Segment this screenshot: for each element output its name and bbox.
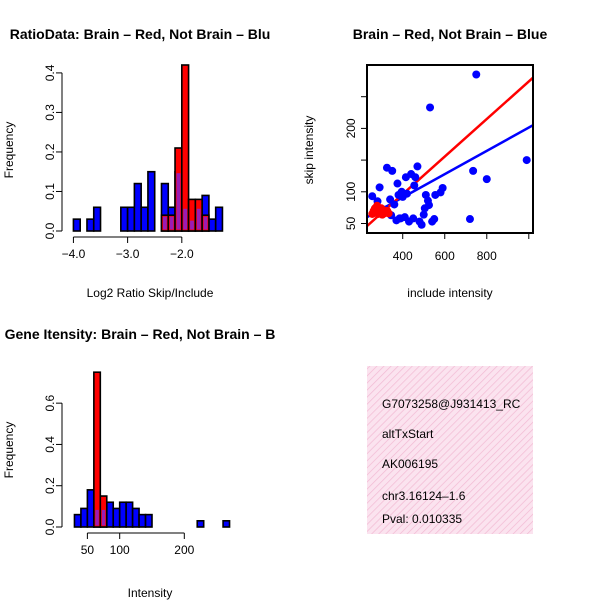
x-tick-label: 600 <box>435 249 455 263</box>
not-brain-point <box>438 183 447 192</box>
x-tick-label: 100 <box>110 543 130 557</box>
overlap-bar <box>203 216 208 230</box>
not-brain-bar <box>120 206 129 232</box>
overlap-bar <box>196 208 201 230</box>
not-brain-point <box>375 183 384 192</box>
not-brain-point <box>388 166 397 175</box>
event-type-text: altTxStart <box>382 427 434 441</box>
intensity-scatter: Brain – Red, Not Brain – Blue include in… <box>302 26 547 300</box>
x-tick-label: 50 <box>81 543 95 557</box>
not-brain-point <box>390 200 399 209</box>
ratio-x-axis-label: Log2 Ratio Skip/Include <box>87 286 214 300</box>
y-tick-label: 0.4 <box>43 64 57 81</box>
y-tick-label: 0.2 <box>43 477 57 494</box>
not-brain-point <box>430 215 439 224</box>
overlap-bar <box>190 220 194 230</box>
not-brain-bar <box>125 501 134 528</box>
not-brain-bar <box>86 489 95 528</box>
x-tick-label: −2.0 <box>170 247 194 261</box>
overlap-bar <box>183 208 188 230</box>
not-brain-point <box>482 175 491 184</box>
intensity-y-axis-label: Frequency <box>2 422 16 479</box>
not-brain-bar <box>80 507 89 528</box>
info-panel: G7073258@J931413_RC altTxStart AK006195 … <box>367 366 533 534</box>
y-tick-label: 0.3 <box>43 104 57 121</box>
intensity-x-axis-label: Intensity <box>128 586 173 600</box>
y-tick-label: 0.1 <box>43 183 57 200</box>
not-brain-bar <box>73 513 82 528</box>
scatter-x-axis-label: include intensity <box>407 286 492 300</box>
not-brain-bar <box>138 513 147 528</box>
y-tick-label: 0.6 <box>43 394 57 411</box>
not-brain-bar <box>126 206 136 232</box>
not-brain-point <box>469 166 478 175</box>
ratio-y-axis-label: Frequency <box>2 122 16 179</box>
overlap-bar <box>176 173 181 230</box>
x-tick-label: −3.0 <box>116 247 140 261</box>
overlap-bar <box>101 509 106 526</box>
scatter-chart-title: Brain – Red, Not Brain – Blue <box>353 26 548 42</box>
intensity-histogram: Gene Itensity: Brain – Red, Not Brain – … <box>2 326 275 600</box>
probe-id-text: G7073258@J931413_RC <box>382 397 521 411</box>
x-tick-label: −4.0 <box>62 247 86 261</box>
overlap-bar <box>95 509 99 526</box>
not-brain-point <box>465 215 474 224</box>
y-tick-label: 0.4 <box>43 436 57 453</box>
not-brain-point <box>411 173 420 182</box>
not-brain-point <box>417 220 426 229</box>
not-brain-bar <box>86 218 95 232</box>
not-brain-bar <box>131 507 140 528</box>
not-brain-point <box>368 192 377 201</box>
accession-text: AK006195 <box>382 457 438 471</box>
not-brain-point <box>472 70 481 79</box>
not-brain-point <box>424 201 433 210</box>
ratio-chart-title: RatioData: Brain – Red, Not Brain – Blu <box>10 26 271 42</box>
scatter-plot-frame <box>366 64 534 234</box>
pval-text: Pval: 0.010335 <box>382 512 462 526</box>
x-tick-label: 200 <box>174 543 194 557</box>
intensity-chart-title: Gene Itensity: Brain – Red, Not Brain – … <box>5 326 276 342</box>
not-brain-point <box>419 210 428 219</box>
not-brain-point <box>413 162 422 171</box>
scatter-y-axis-label: skip intensity <box>302 116 316 185</box>
info-panel-background <box>367 366 533 534</box>
brain-bar <box>181 64 190 232</box>
not-brain-point <box>522 156 531 165</box>
not-brain-bar <box>222 520 231 528</box>
y-tick-label: 0.2 <box>43 143 57 160</box>
not-brain-bar <box>118 501 127 528</box>
overlap-bar <box>162 216 167 230</box>
not-brain-point <box>426 103 435 112</box>
x-tick-label: 800 <box>477 249 497 263</box>
y-tick-label: 200 <box>344 118 358 138</box>
not-brain-point <box>402 189 411 198</box>
not-brain-bar <box>72 218 81 232</box>
not-brain-point <box>393 179 402 188</box>
not-brain-bar <box>133 182 142 232</box>
y-tick-label: 0.0 <box>43 518 57 535</box>
not-brain-bar <box>208 218 217 232</box>
y-tick-label: 100 <box>344 181 358 201</box>
overlap-bar <box>169 216 174 230</box>
x-tick-label: 400 <box>393 249 413 263</box>
not-brain-bar <box>105 501 115 528</box>
not-brain-bar <box>196 520 205 528</box>
not-brain-bar <box>147 170 156 232</box>
not-brain-bar <box>92 206 102 232</box>
not-brain-bar <box>214 206 224 232</box>
location-text: chr3.16124–1.6 <box>382 489 466 503</box>
brain-bar <box>93 371 102 528</box>
ratio-histogram: RatioData: Brain – Red, Not Brain – Blu … <box>2 26 270 300</box>
not-brain-bar <box>140 206 149 232</box>
y-tick-label: 50 <box>344 216 358 230</box>
brain-point <box>384 209 393 218</box>
not-brain-bar <box>144 513 153 528</box>
y-tick-label: 0.0 <box>43 222 57 239</box>
not-brain-point <box>409 214 418 223</box>
not-brain-point <box>410 181 419 190</box>
not-brain-bar <box>112 507 121 528</box>
